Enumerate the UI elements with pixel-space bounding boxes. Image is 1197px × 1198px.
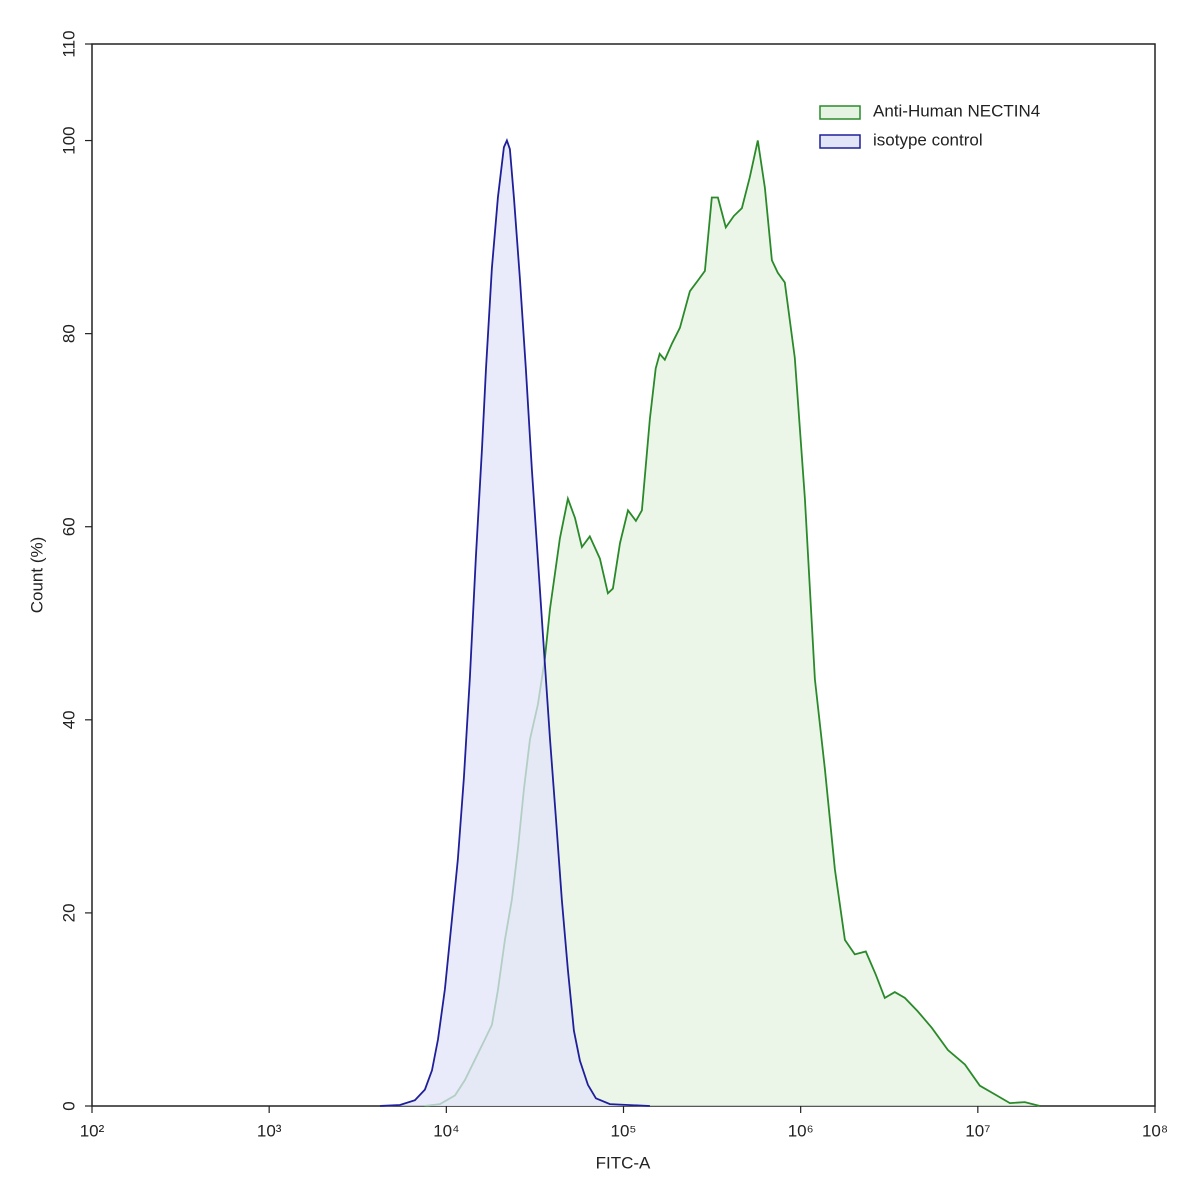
- legend-swatch: [819, 105, 861, 120]
- x-tick-label: 10³: [257, 1121, 282, 1140]
- area-fill: [424, 140, 1040, 1106]
- legend-label: Anti-Human NECTIN4: [873, 101, 1040, 120]
- x-tick-label: 10⁵: [611, 1121, 637, 1140]
- legend-swatch: [819, 134, 861, 149]
- y-tick-label: 20: [59, 903, 78, 922]
- y-tick-label: 80: [59, 324, 78, 343]
- y-tick-label: 110: [59, 30, 78, 57]
- y-axis-label: Count (%): [27, 537, 46, 614]
- histogram-line: [379, 138, 650, 1107]
- y-tick-label: 100: [59, 126, 78, 154]
- y-tick-label: 60: [59, 517, 78, 536]
- x-tick-label: 10⁷: [965, 1121, 990, 1140]
- x-axis-label: FITC-A: [596, 1153, 651, 1172]
- x-tick-label: 10⁶: [788, 1121, 814, 1140]
- x-tick-label: 10²: [80, 1121, 105, 1140]
- x-tick-label: 10⁴: [433, 1121, 459, 1140]
- area-fill: [380, 140, 650, 1106]
- y-tick-label: 0: [59, 1101, 78, 1110]
- x-tick-label: 10⁸: [1142, 1121, 1168, 1140]
- y-tick-label: 40: [59, 710, 78, 729]
- legend-label: isotype control: [873, 130, 983, 149]
